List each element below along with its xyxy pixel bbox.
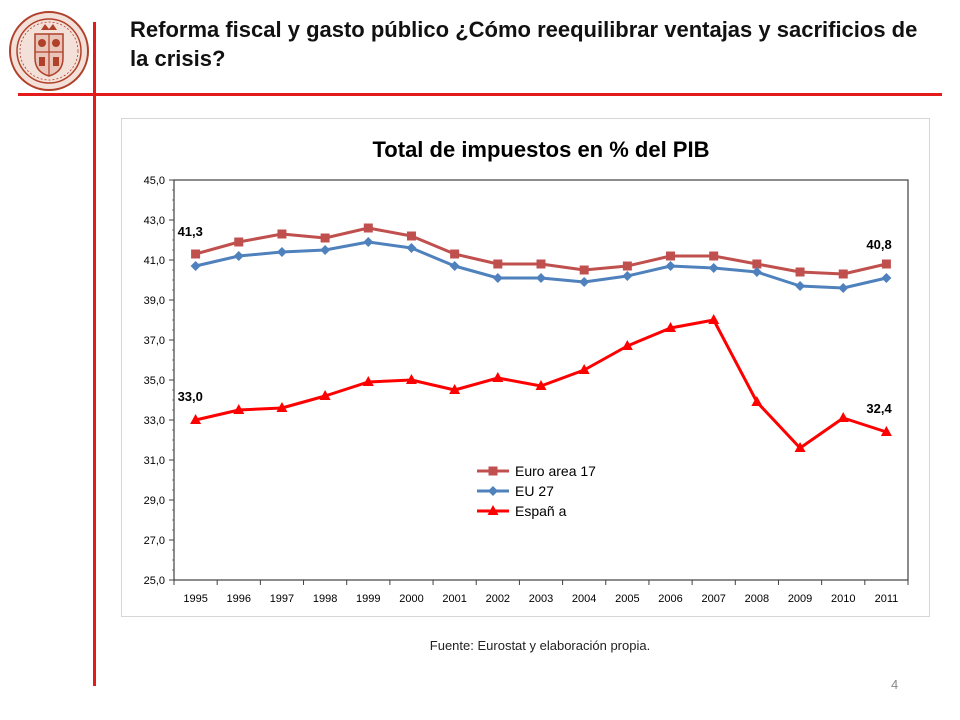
data-label: 33,0 [178, 389, 203, 404]
source-note: Fuente: Eurostat y elaboración propia. [429, 638, 651, 653]
data-point-2-16 [880, 426, 892, 436]
data-label: 32,4 [866, 401, 892, 416]
x-tick-label: 1997 [270, 593, 294, 605]
data-point-2-7 [492, 372, 504, 382]
data-point-0-5 [406, 231, 416, 241]
vertical-red-rule [93, 22, 96, 686]
data-point-1-2 [276, 247, 287, 257]
legend-marker-1 [488, 486, 498, 496]
data-point-2-0 [190, 414, 202, 424]
tax-revenue-line-chart: Total de impuestos en % del PIB 25,0 27,0 2… [144, 137, 909, 605]
data-point-2-6 [449, 384, 461, 394]
y-tick-label: 41,0 [144, 255, 165, 267]
data-point-0-15 [838, 269, 848, 279]
slide-title: Reforma fiscal y gasto público ¿Cómo ree… [130, 17, 918, 71]
y-tick-label: 27,0 [144, 535, 165, 547]
horizontal-red-rule [18, 93, 942, 96]
data-point-0-4 [363, 223, 373, 233]
y-tick-label: 35,0 [144, 375, 165, 387]
x-tick-label: 2003 [529, 593, 553, 605]
x-tick-label: 2007 [701, 593, 725, 605]
data-point-1-8 [536, 273, 546, 283]
x-tick-label: 2011 [875, 593, 899, 605]
legend-label-1: EU 27 [515, 483, 554, 499]
page-number: 4 [891, 677, 899, 692]
y-tick-label: 43,0 [144, 215, 165, 227]
data-point-2-12 [708, 314, 720, 324]
data-point-0-10 [622, 261, 632, 271]
data-point-0-1 [234, 237, 244, 247]
x-tick-label: 2004 [572, 593, 596, 605]
y-tick-label: 25,0 [144, 575, 165, 587]
data-point-2-15 [837, 412, 849, 422]
chart-title: Total de impuestos en % del PIB [373, 137, 710, 162]
data-point-2-2 [276, 402, 288, 412]
data-point-2-1 [233, 404, 245, 414]
chart-frame: Total de impuestos en % del PIB 25,0 27,0 2… [121, 118, 930, 617]
x-tick-label: 1999 [356, 593, 380, 605]
data-point-1-4 [363, 237, 374, 247]
legend-label-0: Euro area 17 [515, 463, 596, 479]
data-point-1-6 [449, 261, 460, 271]
data-point-2-11 [665, 322, 677, 332]
data-point-1-1 [233, 251, 244, 261]
data-point-2-10 [621, 340, 633, 350]
x-tick-label: 1995 [183, 593, 207, 605]
y-tick-label: 33,0 [144, 415, 165, 427]
data-label: 41,3 [178, 224, 203, 239]
legend-label-2: Españ a [515, 503, 567, 519]
data-point-1-9 [579, 277, 590, 287]
data-point-1-12 [708, 263, 719, 273]
data-point-1-14 [795, 281, 806, 291]
data-point-2-13 [751, 396, 763, 406]
data-point-1-7 [492, 273, 503, 283]
x-tick-label: 2009 [788, 593, 812, 605]
data-point-1-5 [406, 243, 417, 253]
data-point-1-13 [751, 267, 762, 277]
data-point-0-7 [493, 259, 503, 269]
x-tick-label: 2005 [615, 593, 639, 605]
data-point-0-8 [536, 259, 546, 269]
data-point-1-3 [320, 245, 331, 255]
data-point-0-6 [450, 249, 460, 259]
data-point-0-3 [320, 233, 330, 243]
x-tick-label: 1998 [313, 593, 337, 605]
data-point-0-12 [709, 251, 719, 261]
y-tick-label: 39,0 [144, 295, 165, 307]
data-point-0-14 [795, 267, 805, 277]
y-tick-label: 45,0 [144, 175, 165, 187]
x-tick-label: 2001 [442, 593, 466, 605]
legend-marker-0 [488, 466, 498, 476]
data-point-2-9 [578, 364, 590, 374]
x-tick-label: 2008 [745, 593, 769, 605]
x-tick-label: 2000 [399, 593, 423, 605]
y-tick-label: 37,0 [144, 335, 165, 347]
legend-marker-2 [487, 505, 499, 515]
university-seal-logo [9, 11, 89, 91]
x-tick-label: 2002 [486, 593, 510, 605]
data-point-1-15 [838, 283, 849, 293]
x-tick-label: 2006 [658, 593, 682, 605]
data-point-0-9 [579, 265, 589, 275]
data-point-0-13 [752, 259, 762, 269]
y-tick-label: 31,0 [144, 455, 165, 467]
data-point-2-5 [405, 374, 417, 384]
x-tick-label: 1996 [227, 593, 251, 605]
data-point-1-16 [881, 273, 892, 283]
y-tick-label: 29,0 [144, 495, 165, 507]
data-point-0-2 [277, 229, 287, 239]
data-point-2-4 [362, 376, 374, 386]
x-tick-label: 2010 [831, 593, 855, 605]
data-point-2-8 [535, 380, 547, 390]
data-label: 40,8 [866, 237, 891, 252]
data-point-0-16 [881, 259, 891, 269]
data-point-1-10 [622, 271, 633, 281]
data-point-0-11 [666, 251, 676, 261]
data-point-2-14 [794, 442, 806, 452]
data-point-1-0 [190, 261, 201, 271]
data-point-1-11 [665, 261, 676, 271]
data-point-0-0 [191, 249, 201, 259]
data-point-2-3 [319, 390, 331, 400]
